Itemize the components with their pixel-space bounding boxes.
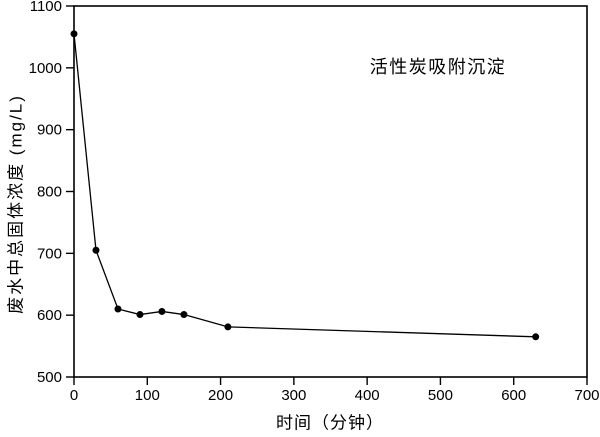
x-tick-label: 500 [428,387,453,404]
x-tick-label: 300 [281,387,306,404]
data-point [114,305,122,313]
data-point [70,30,78,38]
x-tick-label: 0 [70,387,78,404]
x-tick-label: 600 [501,387,526,404]
y-axis-label: 废水中总固体浓度 (mg/L) [6,94,26,314]
data-point [224,323,232,331]
y-tick-label: 900 [37,122,62,139]
chart-annotation: 活性炭吸附沉淀 [369,57,507,77]
data-point [532,333,540,341]
data-point [158,307,166,315]
y-tick-label: 800 [37,184,62,201]
x-tick-label: 400 [355,387,380,404]
data-point [92,246,100,254]
y-tick-label: 700 [37,245,62,262]
data-point [180,311,188,319]
plot-frame [73,5,588,378]
x-axis-label: 时间（分钟） [276,413,384,433]
y-tick-label: 600 [37,307,62,324]
data-line [73,33,536,338]
x-tick-label: 700 [574,387,599,404]
y-tick-label: 1100 [30,0,62,15]
data-point [136,311,144,319]
x-tick-label: 200 [208,387,233,404]
x-tick-label: 100 [135,387,160,404]
y-tick-label: 500 [37,369,62,386]
y-tick-label: 1000 [29,60,62,77]
